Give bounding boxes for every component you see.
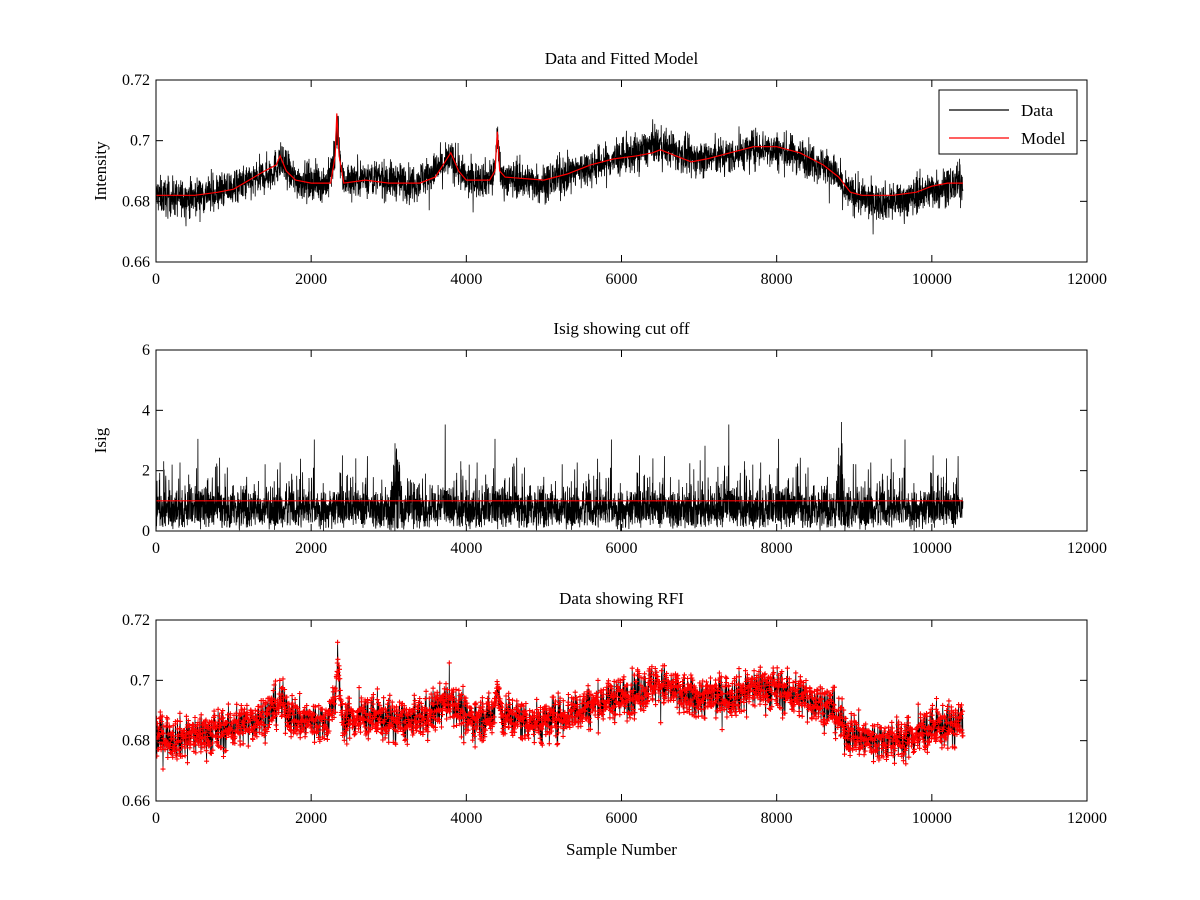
x-tick-label: 4000 bbox=[450, 271, 482, 288]
y-tick-label: 0.68 bbox=[122, 193, 150, 210]
x-tick-label: 8000 bbox=[761, 540, 793, 557]
y-tick-label: 4 bbox=[142, 402, 150, 419]
x-tick-label: 8000 bbox=[761, 271, 793, 288]
y-tick-label: 0.72 bbox=[122, 72, 150, 89]
y-tick-label: 2 bbox=[142, 463, 150, 480]
x-tick-label: 0 bbox=[152, 271, 160, 288]
isig-series-line bbox=[156, 421, 964, 531]
x-tick-label: 12000 bbox=[1067, 540, 1107, 557]
data-series-line bbox=[156, 115, 964, 235]
plot-area bbox=[156, 421, 964, 531]
x-tick-label: 0 bbox=[152, 810, 160, 827]
y-tick-label: 0 bbox=[142, 523, 150, 540]
axes-box bbox=[155, 349, 1088, 532]
subplot-1: 0 2000 4000 6000 8000 10000 12000 0.66 0.68 0.7 0.… bbox=[91, 49, 1107, 288]
x-tick-label: 8000 bbox=[761, 810, 793, 827]
axes-box bbox=[155, 619, 1088, 802]
y-axis-label: Intensity bbox=[91, 141, 110, 201]
x-axis-label: Sample Number bbox=[566, 840, 677, 859]
legend: Data Model bbox=[938, 89, 1078, 155]
chart-title: Isig showing cut off bbox=[553, 319, 689, 338]
x-tick-label: 10000 bbox=[912, 540, 952, 557]
x-tick-label: 12000 bbox=[1067, 810, 1107, 827]
x-tick-label: 12000 bbox=[1067, 271, 1107, 288]
y-tick-label: 0.72 bbox=[122, 612, 150, 629]
x-tick-label: 4000 bbox=[450, 810, 482, 827]
legend-label-model: Model bbox=[1021, 129, 1066, 148]
y-axis-label: Isig bbox=[91, 427, 110, 453]
x-tick-label: 0 bbox=[152, 540, 160, 557]
y-tick-label: 0.68 bbox=[122, 733, 150, 750]
x-tick-label: 6000 bbox=[606, 540, 638, 557]
x-tick-label: 10000 bbox=[912, 271, 952, 288]
x-tick-label: 6000 bbox=[606, 810, 638, 827]
plot-area bbox=[156, 639, 966, 772]
subplot-3: 0 2000 4000 6000 8000 10000 12000 0.66 0.68 0.7 0.… bbox=[122, 589, 1107, 859]
chart-title: Data showing RFI bbox=[559, 589, 684, 608]
x-tick-label: 2000 bbox=[295, 271, 327, 288]
plot-area bbox=[156, 113, 964, 235]
legend-box bbox=[938, 89, 1078, 155]
subplot-2: 0 2000 4000 6000 8000 10000 12000 0 2 4 6 Isig show… bbox=[91, 319, 1107, 557]
chart-title: Data and Fitted Model bbox=[545, 49, 699, 68]
x-tick-label: 10000 bbox=[912, 810, 952, 827]
model-series-line bbox=[156, 113, 963, 196]
x-tick-label: 4000 bbox=[450, 540, 482, 557]
y-tick-label: 0.7 bbox=[130, 133, 150, 150]
y-tick-label: 0.66 bbox=[122, 793, 150, 810]
y-tick-label: 0.66 bbox=[122, 254, 150, 271]
x-tick-label: 2000 bbox=[295, 810, 327, 827]
axes-box bbox=[155, 79, 1088, 263]
x-tick-label: 2000 bbox=[295, 540, 327, 557]
y-tick-label: 0.7 bbox=[130, 672, 150, 689]
legend-label-data: Data bbox=[1021, 101, 1054, 120]
y-tick-label: 6 bbox=[142, 342, 150, 359]
x-tick-label: 6000 bbox=[606, 271, 638, 288]
rfi-markers bbox=[156, 639, 966, 772]
